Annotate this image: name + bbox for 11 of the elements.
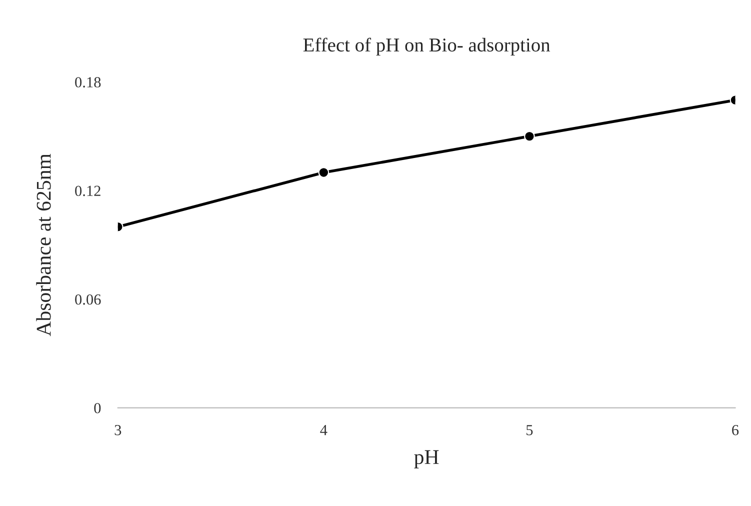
- y-axis-title: Absorbance at 625nm: [36, 154, 51, 336]
- chart-title: Effect of pH on Bio- adsorption: [303, 38, 550, 56]
- y-tick-label: 0.06: [75, 294, 101, 305]
- y-tick-label: 0.12: [75, 186, 100, 196]
- x-tick-label: 4: [320, 425, 328, 436]
- x-tick-label: 3: [114, 424, 122, 436]
- y-tick-label: 0: [94, 402, 101, 414]
- x-tick-label: 5: [526, 425, 533, 436]
- x-axis-title: pH: [414, 450, 439, 468]
- x-tick-label: 6: [732, 424, 739, 436]
- y-tick-label: 0.18: [75, 77, 101, 88]
